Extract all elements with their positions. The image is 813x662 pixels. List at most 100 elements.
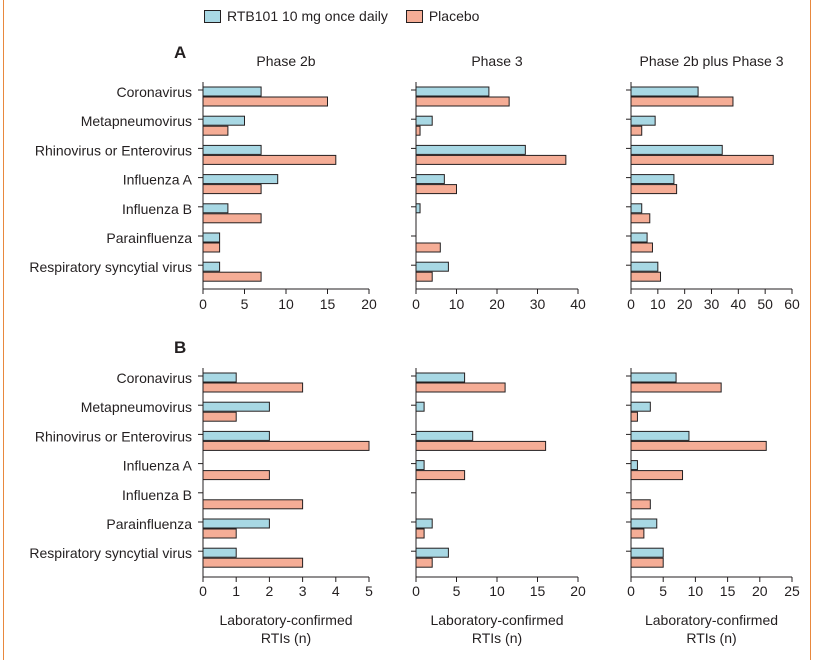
chart-a-1-x-tick-label: 10 (278, 296, 294, 312)
chart-a-3-bar-placebo (630, 96, 734, 107)
chart-b-1-x-tick-label: 2 (266, 583, 274, 599)
chart-b-3-bar-treatment (630, 547, 664, 558)
chart-b-1-x-tick-label: 5 (365, 583, 373, 599)
chart-a-3-bar-treatment (630, 232, 648, 243)
legend-label-treatment: RTB101 10 mg once daily (227, 8, 388, 24)
chart-a-2-bar-placebo (415, 242, 441, 253)
chart-a-1-bar-treatment (202, 261, 221, 272)
category-label: Parainfluenza (106, 230, 192, 246)
chart-b-3-bar-placebo (630, 528, 645, 539)
chart-a-1-bar-placebo (202, 271, 262, 282)
chart-b-2-bar-placebo (415, 440, 547, 451)
chart-a-3-bar-treatment (630, 115, 656, 126)
chart-b-3-bar-placebo (630, 440, 767, 451)
chart-a-1-bar-placebo (202, 213, 262, 224)
chart-a-2-bar-treatment (415, 144, 526, 155)
chart-a-2-bar-treatment (415, 203, 421, 214)
chart-a-3-bar-treatment (630, 144, 723, 155)
chart-b-1-bar-treatment (202, 372, 237, 383)
chart-b-3-bar-treatment (630, 401, 651, 412)
category-label: Influenza B (122, 201, 192, 217)
chart-a-1-bar-treatment (202, 174, 279, 185)
chart-a-2-bar-treatment (415, 174, 445, 185)
chart-a-3-title: Phase 2b plus Phase 3 (640, 53, 784, 69)
chart-b-1-x-tick-label: 3 (299, 583, 307, 599)
chart-a-2-bar-treatment (415, 261, 449, 272)
chart-a-3-x-tick-label: 50 (757, 296, 773, 312)
chart-a-3-x-tick-label: 20 (677, 296, 693, 312)
chart-b-2-x-tick-label: 10 (489, 583, 505, 599)
chart-b-3-bar-placebo (630, 382, 722, 393)
chart-a-3-x-tick-label: 0 (627, 296, 635, 312)
chart-a-2-bar-treatment (415, 86, 490, 97)
chart-b-2-bar-treatment (415, 518, 433, 529)
legend-swatch-placebo (405, 9, 423, 23)
panel-letter-a: A (174, 43, 186, 62)
chart-b-2-x-tick-label: 5 (453, 583, 461, 599)
chart-a-3-bar-treatment (630, 203, 643, 214)
chart-a-2-title: Phase 3 (471, 53, 523, 69)
chart-a-2-bar-placebo (415, 96, 510, 107)
chart-a-1-bar-placebo (202, 154, 337, 165)
chart-a-1-bar-placebo (202, 242, 221, 253)
chart-b-1-x-tick-label: 0 (199, 583, 207, 599)
chart-b-3-bar-treatment (630, 460, 638, 471)
chart-a-2-x-tick-label: 10 (449, 296, 465, 312)
chart-a-3-bar-placebo (630, 213, 651, 224)
chart-a-2-bar-placebo (415, 154, 567, 165)
chart-a-3-bar-placebo (630, 154, 774, 165)
category-label: Parainfluenza (106, 516, 192, 532)
category-label: Rhinovirus or Enterovirus (35, 428, 192, 444)
chart-a-3-x-tick-label: 10 (650, 296, 666, 312)
chart-b-1-bar-treatment (202, 547, 237, 558)
chart-b-3-bar-placebo (630, 411, 638, 422)
chart-b-1-x-tick-label: 1 (232, 583, 240, 599)
chart-b-2-bar-placebo (415, 528, 425, 539)
chart-b-2-bar-treatment (415, 430, 474, 441)
chart-a-2-x-tick-label: 40 (570, 296, 586, 312)
chart-b-1-x-label-line1: Laboratory-confirmed (219, 612, 352, 628)
chart-b-3-bar-placebo (630, 557, 664, 568)
chart-b-2-bar-treatment (415, 460, 425, 471)
chart-b-3-bar-placebo (630, 470, 684, 481)
chart-a-3-x-tick-label: 40 (731, 296, 747, 312)
chart-a-1-x-tick-label: 5 (241, 296, 249, 312)
chart-b-3-bar-treatment (630, 372, 677, 383)
chart-b-2-bar-treatment (415, 372, 466, 383)
chart-b-3-x-tick-label: 10 (688, 583, 704, 599)
chart-a-1-bar-treatment (202, 86, 262, 97)
chart-b-1-x-label-line2: RTIs (n) (261, 630, 311, 646)
chart-b-3-x-tick-label: 25 (784, 583, 800, 599)
chart-a-3-bar-treatment (630, 261, 659, 272)
chart-b-1-bar-placebo (202, 411, 237, 422)
category-label: Influenza A (123, 458, 193, 474)
chart-b-2-bar-treatment (415, 547, 449, 558)
chart-a-1-x-tick-label: 15 (320, 296, 336, 312)
category-label: Influenza A (123, 172, 193, 188)
chart-a-1-bar-treatment (202, 144, 262, 155)
chart-b-1-x-tick-label: 4 (332, 583, 340, 599)
chart-a-3-bar-placebo (630, 125, 643, 136)
chart-a-1-x-tick-label: 0 (199, 296, 207, 312)
figure-frame (3, 0, 811, 660)
chart-a-3-x-tick-label: 30 (704, 296, 720, 312)
chart-a-2-bar-placebo (415, 125, 421, 136)
chart-a-2-x-tick-label: 0 (412, 296, 420, 312)
chart-a-1-bar-treatment (202, 232, 221, 243)
chart-a-2-bar-placebo (415, 271, 433, 282)
chart-b-2-bar-placebo (415, 557, 433, 568)
chart-a-3-bar-treatment (630, 174, 675, 185)
category-label: Metapneumovirus (81, 113, 192, 129)
chart-a-3-bar-placebo (630, 242, 653, 253)
chart-b-3-x-tick-label: 20 (752, 583, 768, 599)
chart-b-3-x-label-line1: Laboratory-confirmed (645, 612, 778, 628)
chart-b-3-bar-placebo (630, 499, 651, 510)
chart-b-1-bar-placebo (202, 440, 370, 451)
legend-label-placebo: Placebo (428, 8, 480, 24)
chart-a-1-x-tick-label: 20 (361, 296, 377, 312)
chart-b-1-bar-placebo (202, 382, 304, 393)
chart-b-1-bar-treatment (202, 401, 270, 412)
chart-b-2-x-tick-label: 15 (530, 583, 546, 599)
legend: RTB101 10 mg once daily Placebo (204, 8, 497, 24)
chart-b-3-bar-treatment (630, 518, 658, 529)
